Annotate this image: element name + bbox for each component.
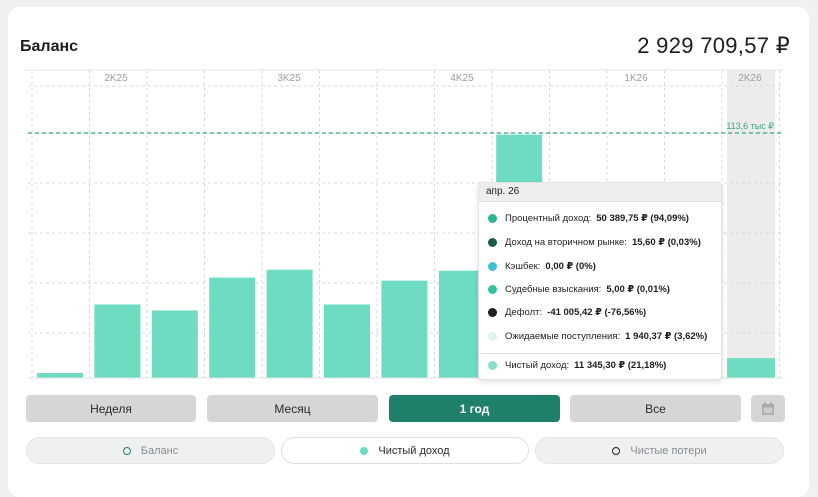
tooltip-row-value: 0,00 ₽ (0%) [545, 260, 596, 272]
period-week-button[interactable]: Неделя [26, 395, 196, 422]
calendar-icon [762, 402, 774, 415]
net-income-dot-icon [488, 360, 497, 370]
tooltip-row: Судебные взыскания: 5,00 ₽ (0,01%) [488, 282, 670, 296]
bar [151, 310, 198, 378]
cashback-dot-icon [488, 261, 497, 271]
bar [209, 277, 256, 378]
tooltip-total-value: 11 345,30 ₽ (21,18%) [574, 359, 667, 371]
legend-label: Чистые потери [630, 444, 707, 457]
tooltip-row: Процентный доход: 50 389,75 ₽ (94,09%) [488, 211, 689, 225]
ring-marker-icon [122, 446, 131, 455]
legend-balance-toggle[interactable]: Баланс [26, 437, 275, 464]
recovery-dot-icon [488, 284, 497, 294]
tooltip-row: Доход на вторичном рынке: 15,60 ₽ (0,03%… [488, 235, 701, 249]
tooltip-row-value: -41 005,42 ₽ (-76,56%) [547, 306, 647, 318]
page-title: Баланс [20, 38, 79, 55]
ring-marker-icon [612, 446, 621, 455]
x-tick-label: 2K26 [738, 73, 762, 84]
secondary-market-dot-icon [488, 237, 497, 247]
legend-label: Чистый доход [378, 444, 450, 457]
period-all-button[interactable]: Все [570, 395, 741, 422]
tooltip-row-label: Процентный доход: [505, 212, 592, 224]
tooltip-row-label: Ожидаемые поступления: [505, 330, 621, 342]
highlight-band [727, 70, 775, 378]
tooltip-row-value: 50 389,75 ₽ (94,09%) [596, 212, 689, 224]
tooltip-row-label: Судебные взыскания: [505, 283, 602, 295]
legend-label: Баланс [140, 444, 179, 457]
tooltip-total-row: Чистый доход: 11 345,30 ₽ (21,18%) [488, 358, 666, 372]
x-tick-label: 4K25 [450, 73, 474, 84]
tooltip-row: Кэшбек: 0,00 ₽ (0%) [488, 259, 596, 273]
bar [266, 269, 313, 378]
filled-marker-icon [360, 446, 369, 455]
interest-dot-icon [488, 213, 497, 223]
x-tick-label: 3K25 [277, 73, 301, 84]
calendar-button[interactable] [751, 395, 785, 422]
default-dot-icon [488, 307, 497, 317]
bar [324, 304, 370, 378]
tooltip-row-value: 1 940,37 ₽ (3,62%) [625, 330, 708, 342]
tooltip-row-label: Дефолт: [505, 306, 543, 318]
bar [94, 304, 141, 378]
tooltip-total-label: Чистый доход: [505, 359, 570, 371]
bar [381, 280, 428, 378]
tooltip-row-label: Доход на вторичном рынке: [505, 236, 627, 248]
tooltip-row-value: 15,60 ₽ (0,03%) [631, 236, 701, 248]
bar [727, 358, 775, 378]
tooltip-date: апр. 26 [479, 183, 721, 202]
period-year-button[interactable]: 1 год [389, 395, 560, 422]
balance-total: 2 929 709,57 ₽ [637, 33, 790, 58]
chart-tooltip: апр. 26 Процентный доход: 50 389,75 ₽ (9… [478, 182, 722, 380]
tooltip-row-value: 5,00 ₽ (0,01%) [606, 283, 670, 295]
reference-line-label: 113,6 тыс ₽ [726, 121, 774, 131]
tooltip-row-label: Кэшбек: [505, 260, 541, 272]
legend-net-income-toggle[interactable]: Чистый доход [281, 437, 529, 464]
period-month-button[interactable]: Месяц [207, 395, 378, 422]
bar [438, 270, 485, 378]
tooltip-row: Дефолт: -41 005,42 ₽ (-76,56%) [488, 305, 646, 319]
bar [37, 373, 83, 378]
net-income-chart: 2K25 3K25 4K25 1K26 2K26 113,6 тыс ₽ [24, 69, 784, 379]
tooltip-row: Ожидаемые поступления: 1 940,37 ₽ (3,62%… [488, 329, 707, 343]
tooltip-divider [479, 353, 721, 354]
x-tick-label: 1K26 [624, 73, 648, 84]
legend-net-losses-toggle[interactable]: Чистые потери [535, 437, 784, 464]
x-tick-label: 2K25 [104, 73, 128, 84]
expected-dot-icon [488, 331, 497, 341]
